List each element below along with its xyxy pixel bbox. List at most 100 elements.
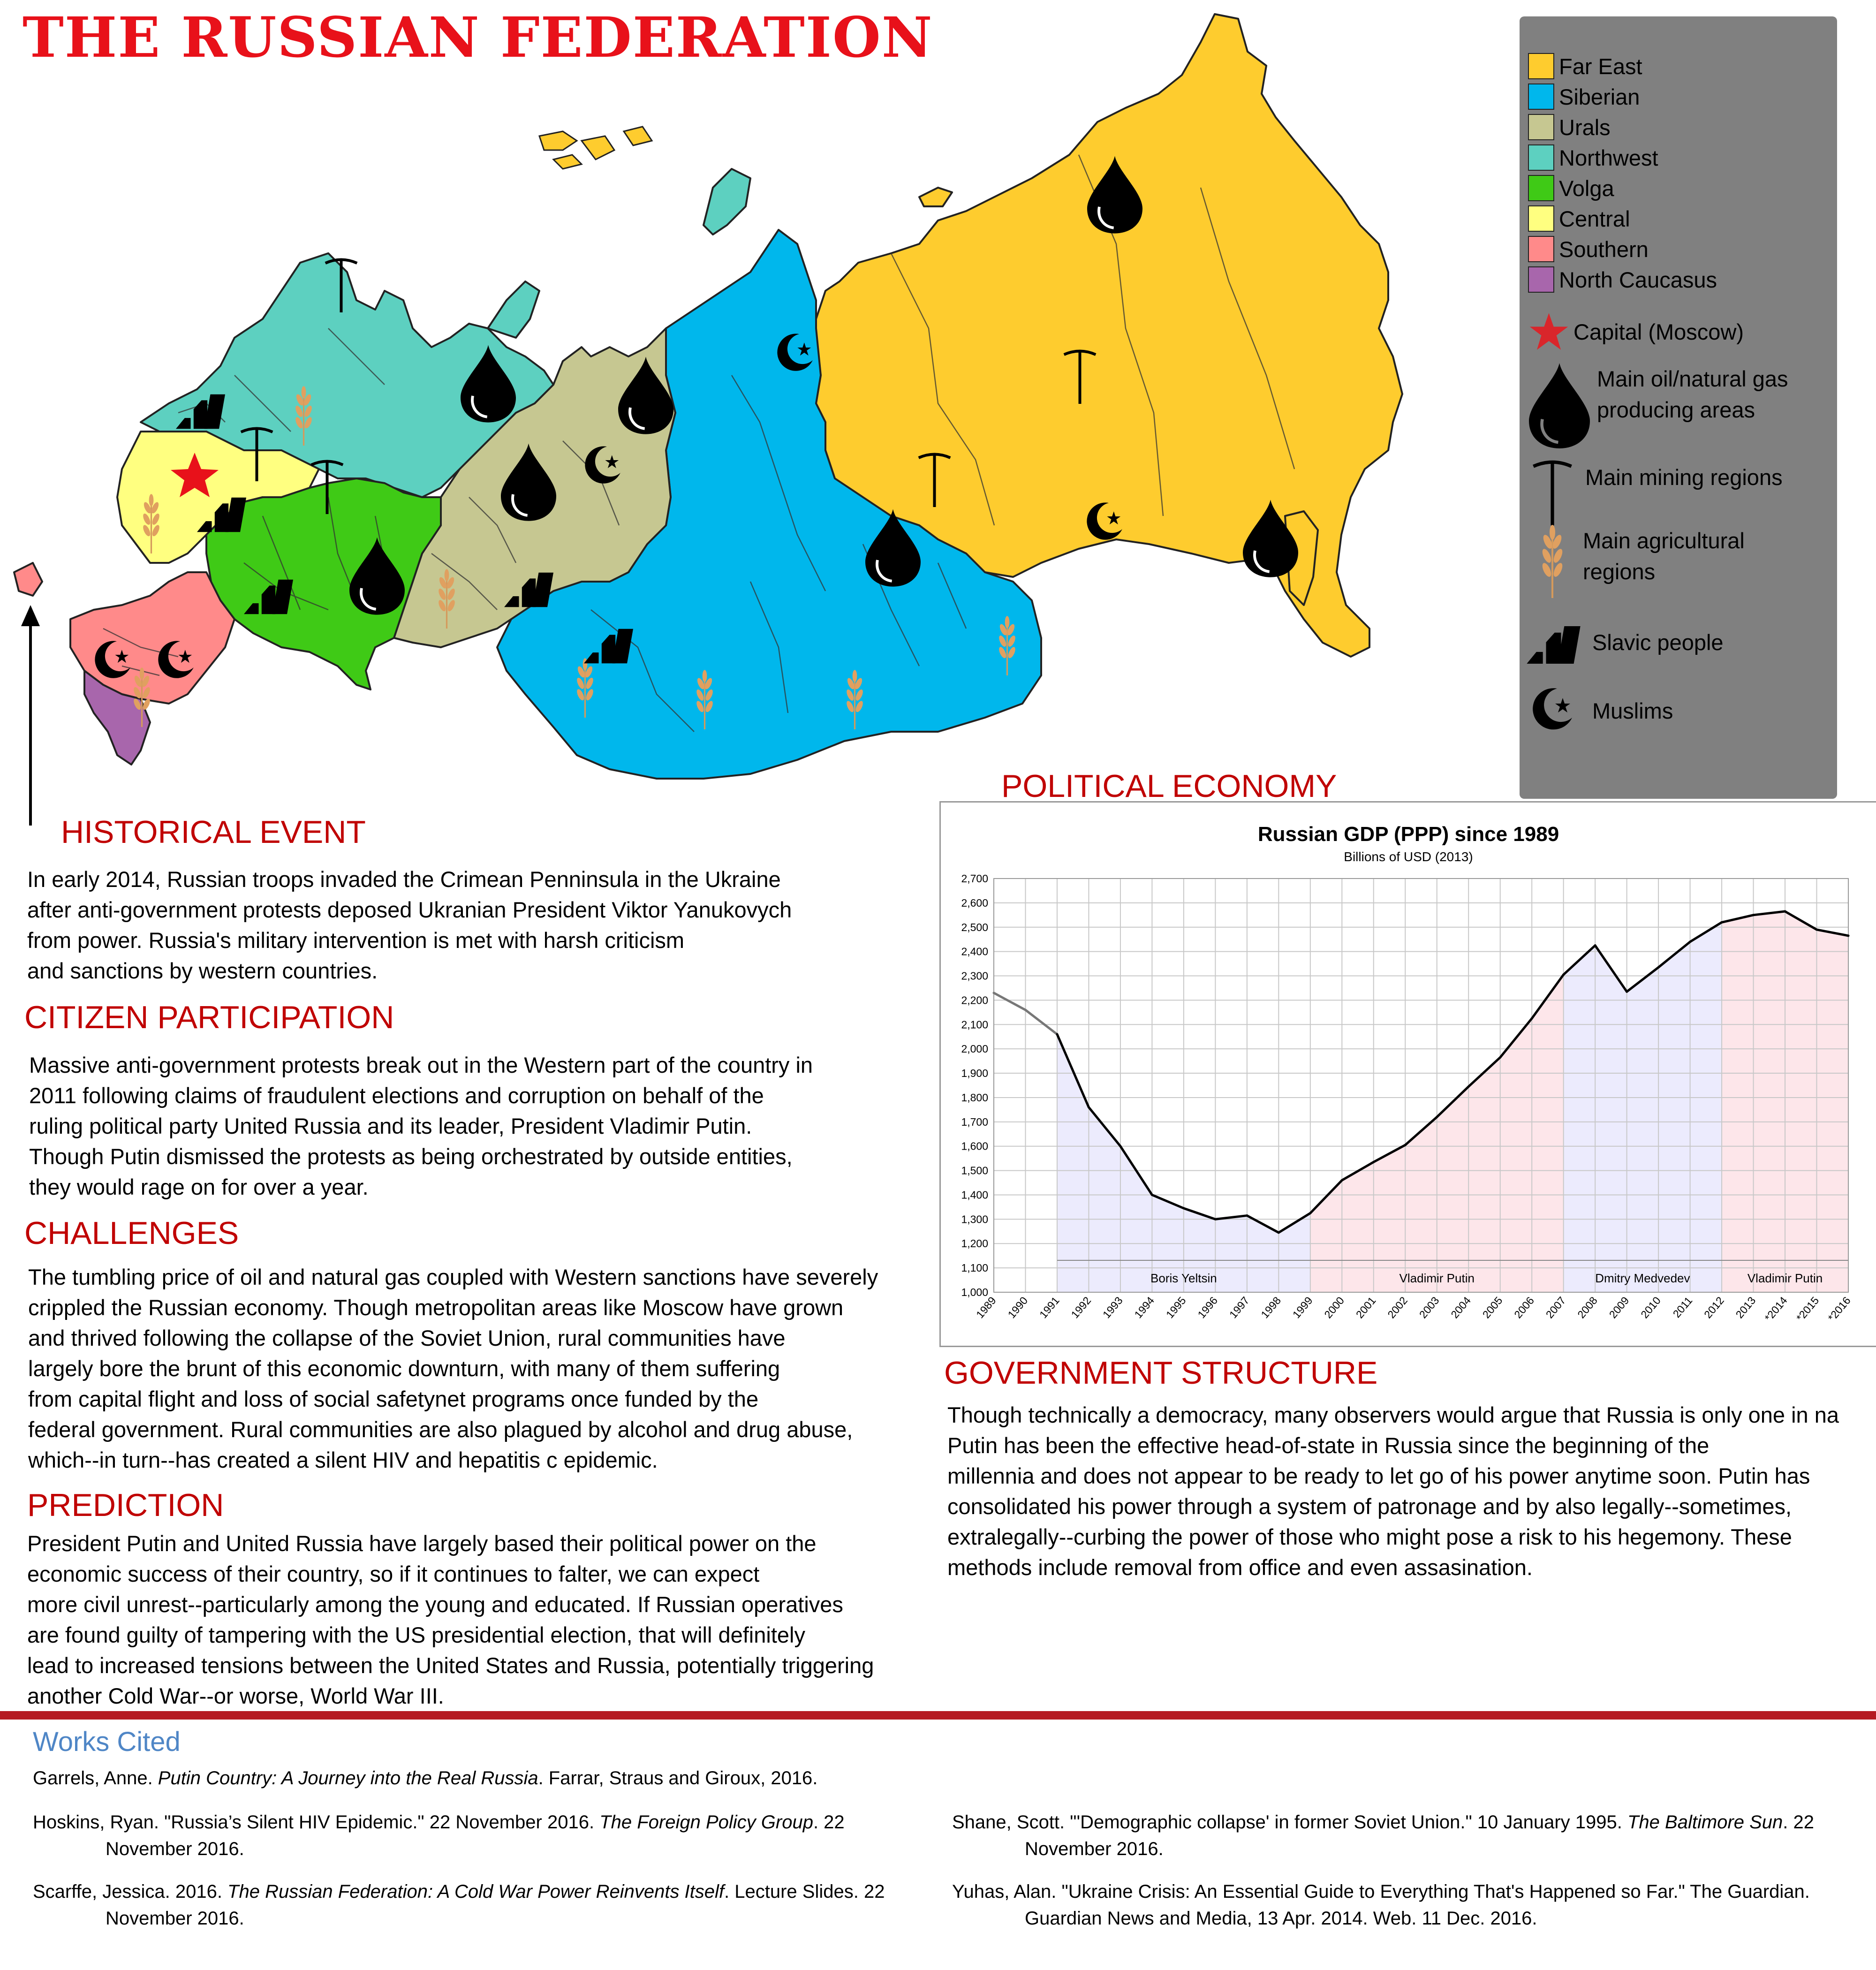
plot-frame: [993, 878, 1849, 1293]
citation-line: Garrels, Anne. Putin Country: A Journey …: [33, 1765, 817, 1792]
x-tick-label: 2006: [1512, 1295, 1536, 1321]
citation-text: Garrels, Anne.: [33, 1768, 158, 1788]
legend-label: North Caucasus: [1559, 267, 1717, 292]
text-line: Though Putin dismissed the protests as b…: [29, 1144, 793, 1169]
y-tick-label: 1,100: [961, 1262, 988, 1274]
y-tick-label: 2,600: [961, 897, 988, 909]
text-line: lead to increased tensions between the U…: [27, 1653, 874, 1678]
legend-item-siberian: Siberian: [1528, 83, 1640, 110]
text-line: from capital flight and loss of social s…: [28, 1387, 759, 1411]
text-line: and thrived following the collapse of th…: [28, 1326, 786, 1350]
pickaxe-icon: [1533, 460, 1572, 526]
gdp-point: [1309, 1212, 1312, 1214]
x-tick-label: 1994: [1132, 1294, 1157, 1320]
gdp-point: [992, 992, 995, 994]
gdp-chart: Russian GDP (PPP) since 1989 Billions of …: [961, 823, 1853, 1324]
citation-hoskins: Hoskins, Ryan. "Russia’s Silent HIV Epid…: [33, 1809, 845, 1863]
gdp-chart-panel: Russian GDP (PPP) since 1989 Billions of …: [939, 801, 1876, 1347]
citation-line: Shane, Scott. "'Demographic collapse' in…: [952, 1809, 1814, 1836]
text-line: are found guilty of tampering with the U…: [27, 1622, 805, 1647]
text-line: consolidated his power through a system …: [947, 1494, 1792, 1519]
text-line: methods include removal from office and …: [947, 1555, 1533, 1580]
y-tick-label: 1,300: [961, 1213, 988, 1225]
legend-muslims: Muslims: [1592, 698, 1673, 723]
legend-capital: Capital (Moscow): [1573, 319, 1744, 344]
citation-line: November 2016.: [106, 1839, 244, 1859]
legend-oil: Main oil/natural gas producing areas: [1597, 364, 1788, 425]
gdp-point: [1404, 1144, 1407, 1146]
gdp-point: [1436, 1115, 1438, 1118]
text-line: another Cold War--or worse, World War II…: [27, 1683, 444, 1708]
text-line: crippled the Russian economy. Though met…: [28, 1295, 844, 1320]
text-line: Though technically a democracy, many obs…: [947, 1402, 1839, 1427]
era-label: Dmitry Medvedev: [1595, 1271, 1690, 1285]
challenges-heading: CHALLENGES: [24, 1215, 239, 1251]
gdp-point: [1340, 1179, 1343, 1182]
legend-item-urals: Urals: [1528, 114, 1611, 140]
legend-oil-line2: producing areas: [1597, 397, 1755, 422]
gdp-point: [1372, 1160, 1375, 1163]
x-tick-label: 2000: [1322, 1295, 1346, 1321]
crescent-star-icon: [1533, 688, 1572, 730]
gdp-line: [1056, 910, 1849, 1234]
citation-line: November 2016.: [106, 1908, 244, 1929]
citation-line: Scarffe, Jessica. 2016. The Russian Fede…: [33, 1879, 885, 1905]
x-tick-label: 1998: [1258, 1295, 1283, 1321]
x-tick-label: 1996: [1195, 1295, 1220, 1321]
citation-yuhas: Yuhas, Alan. "Ukraine Crisis: An Essenti…: [952, 1879, 1810, 1932]
legend-label: Volga: [1559, 175, 1614, 201]
text-line: from power. Russia's military interventi…: [27, 928, 685, 953]
y-tick-label: 2,500: [961, 921, 988, 933]
y-tick-label: 1,500: [961, 1165, 988, 1177]
x-tick-label: 2003: [1417, 1295, 1442, 1321]
text-line: economic success of their country, so if…: [27, 1561, 760, 1586]
citation-text: . 22: [813, 1812, 845, 1833]
page-title: THE RUSSIAN FEDERATION: [23, 5, 933, 70]
text-line: which--in turn--has created a silent HIV…: [28, 1447, 658, 1472]
citation-line: November 2016.: [1025, 1839, 1164, 1859]
x-tick-label: 2004: [1448, 1294, 1473, 1320]
x-tick-label: 2009: [1607, 1295, 1632, 1321]
legend-label: Far East: [1559, 53, 1642, 79]
citation-line: Guardian News and Media, 13 Apr. 2014. W…: [1025, 1908, 1537, 1929]
gdp-point: [1530, 1017, 1533, 1020]
citation-line: Yuhas, Alan. "Ukraine Crisis: An Essenti…: [952, 1881, 1810, 1902]
wheat-icon: [1542, 525, 1563, 598]
x-tick-label: *2015: [1794, 1295, 1822, 1324]
text-line: more civil unrest--particularly among th…: [27, 1592, 843, 1617]
x-tick-label: 2012: [1702, 1295, 1726, 1321]
gdp-point: [1214, 1218, 1217, 1220]
gdp-point: [1562, 973, 1565, 976]
x-tick-label: 1990: [1006, 1295, 1030, 1321]
gdp-point: [1815, 928, 1818, 931]
y-tick-label: 2,700: [961, 872, 988, 885]
legend-swatch: [1528, 114, 1554, 140]
text-line: Putin has been the effective head-of-sta…: [947, 1433, 1710, 1458]
era-label: Boris Yeltsin: [1150, 1271, 1217, 1285]
gdp-point: [1056, 1033, 1059, 1036]
y-tick-label: 2,200: [961, 994, 988, 1006]
government-heading: GOVERNMENT STRUCTURE: [944, 1355, 1378, 1391]
gdp-point: [1847, 934, 1850, 937]
gdp-point: [1657, 966, 1660, 969]
x-tick-label: 2008: [1575, 1295, 1600, 1321]
legend-agri-line1: Main agricultural: [1583, 528, 1745, 553]
gdp-point: [1277, 1231, 1280, 1234]
citation-text: . 22: [1783, 1812, 1814, 1833]
prediction-text: President Putin and United Russia have l…: [27, 1528, 874, 1711]
era-area: [1563, 922, 1722, 1292]
gdp-point: [1119, 1145, 1122, 1148]
text-line: extralegally--curbing the power of those…: [947, 1524, 1792, 1549]
y-tick-label: 1,700: [961, 1116, 988, 1128]
x-tick-label: 1991: [1037, 1295, 1062, 1321]
gdp-point: [1246, 1214, 1248, 1217]
x-tick-label: 2010: [1638, 1295, 1663, 1321]
legend-swatch: [1528, 205, 1554, 232]
gdp-point: [1784, 910, 1786, 913]
y-tick-label: 1,200: [961, 1237, 988, 1250]
text-line: after anti-government protests deposed U…: [27, 897, 792, 922]
political-economy-heading: POLITICAL ECONOMY: [1001, 768, 1337, 804]
y-tick-label: 2,100: [961, 1018, 988, 1030]
text-line: In early 2014, Russian troops invaded th…: [27, 867, 781, 892]
text-line: federal government. Rural communities ar…: [28, 1417, 853, 1442]
